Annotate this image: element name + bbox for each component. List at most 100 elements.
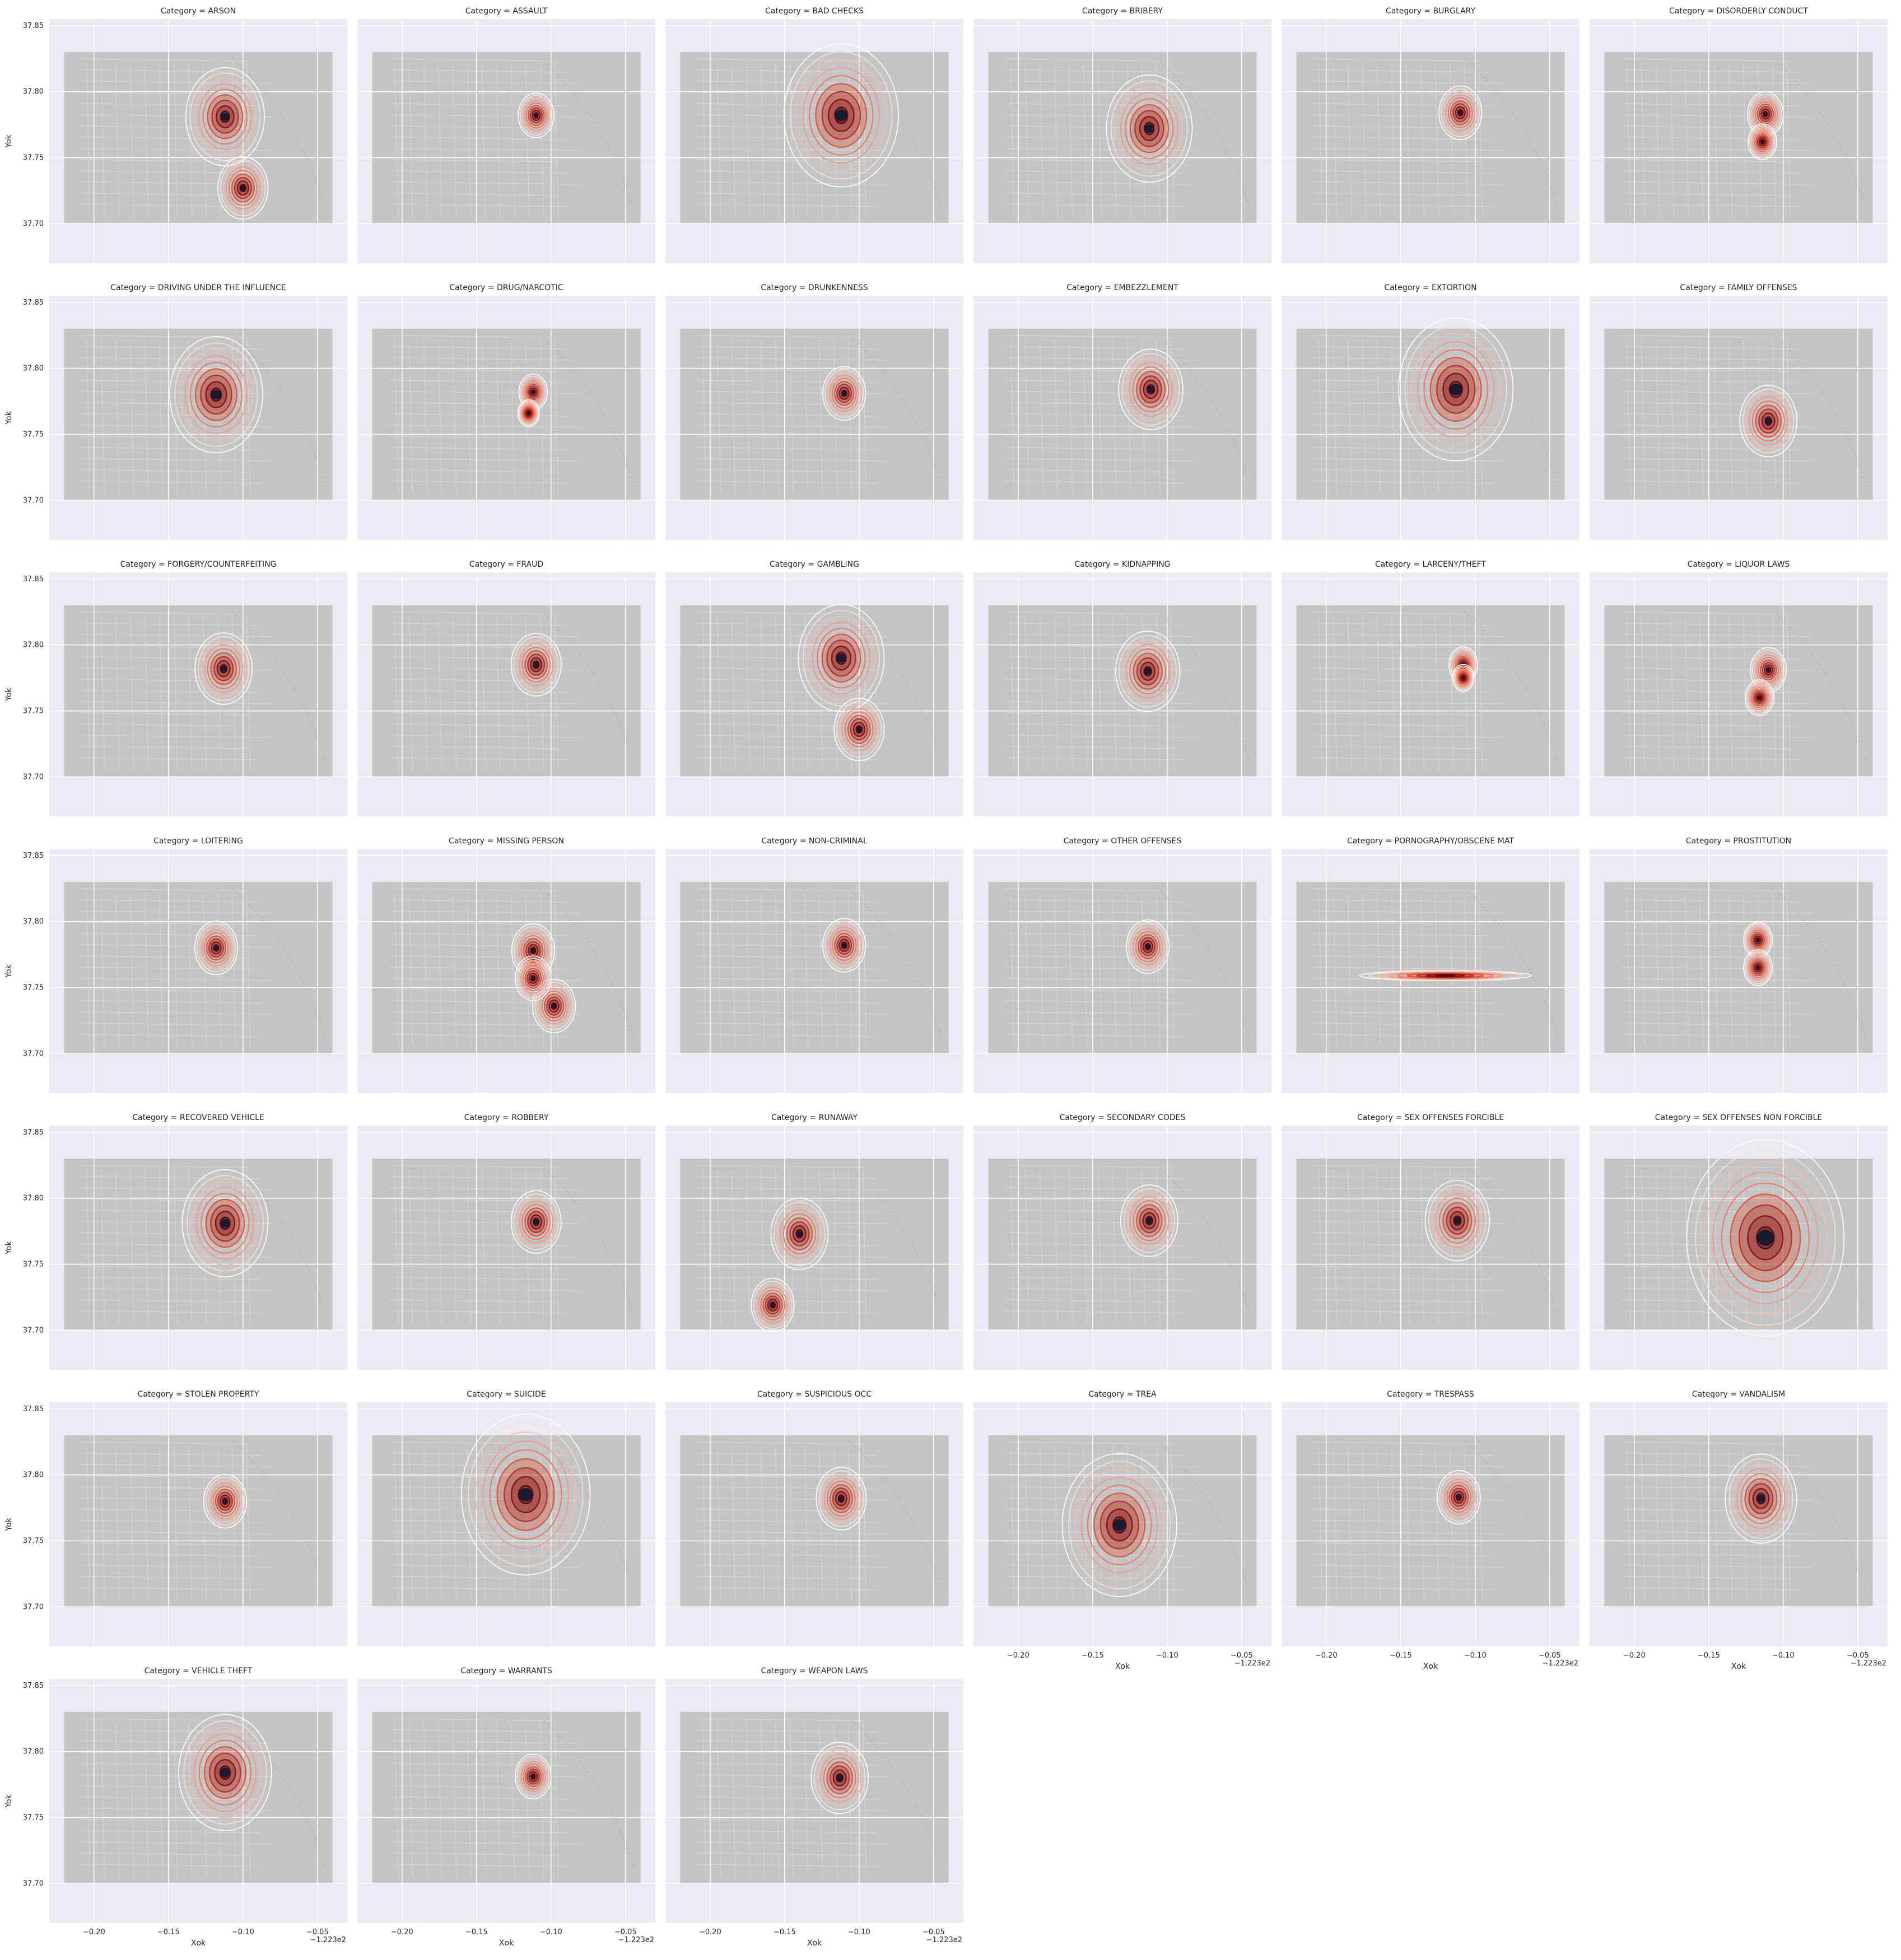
contour-level: [223, 163, 263, 213]
kde-contours: [1106, 74, 1193, 183]
contour-level: [1721, 1182, 1810, 1293]
contour-level: [519, 400, 539, 426]
map-streets: [697, 57, 943, 217]
contour-level: [821, 1473, 861, 1524]
facet-panel: Category = SUSPICIOUS OCC: [665, 1390, 963, 1646]
hotspot-peak: [1146, 1217, 1153, 1224]
contour-level: [776, 1205, 823, 1262]
contour-level: [1129, 648, 1167, 694]
y-axis-label: Yok: [4, 410, 13, 424]
facet-title: Category = WEAPON LAWS: [761, 1667, 868, 1676]
facet-title: Category = GAMBLING: [770, 560, 859, 569]
x-offset-label: −1.223e2: [310, 1936, 346, 1944]
contour-level: [519, 643, 553, 687]
facet-panel: Category = RUNAWAY: [665, 1113, 963, 1370]
contour-level: [836, 701, 882, 758]
contour-level: [829, 927, 859, 964]
contour-level: [521, 97, 551, 133]
contour-level: [513, 1193, 559, 1250]
map-streets: [1313, 334, 1559, 494]
contour-level: [1424, 1180, 1490, 1262]
contour-level: [515, 1753, 552, 1800]
contour-level: [1748, 955, 1768, 981]
contour-level: [1417, 341, 1495, 438]
contour-level: [1404, 325, 1507, 454]
y-tick-label: 37.70: [23, 1326, 44, 1334]
contour-level: [523, 1763, 544, 1790]
hotspot-peak: [836, 654, 846, 663]
contour-level: [1438, 1197, 1476, 1244]
hotspot-peak: [531, 1775, 535, 1779]
hotspot-peak: [838, 1496, 844, 1501]
contour-level: [755, 1284, 790, 1327]
map-streets: [81, 57, 327, 217]
contour-level: [1115, 631, 1181, 712]
contour-level: [1121, 353, 1180, 426]
map-streets: [1313, 1440, 1559, 1600]
map-streets: [81, 1717, 327, 1877]
contour-level: [1751, 687, 1768, 708]
contour-level: [1441, 1476, 1476, 1519]
contour-level: [1132, 366, 1170, 413]
hotspot-peak: [842, 391, 847, 396]
facet-title: Category = SUICIDE: [467, 1390, 546, 1399]
y-tick-label: 37.80: [23, 641, 44, 650]
contour-level: [829, 375, 859, 412]
contour-level: [810, 1742, 869, 1814]
facet-panel: Category = PROSTITUTION: [1590, 837, 1888, 1093]
kde-contours: [1725, 1453, 1797, 1544]
hotspot-peak: [220, 1219, 230, 1228]
map-streets: [1005, 610, 1251, 771]
contour-level: [1750, 127, 1774, 156]
y-tick-label: 37.80: [23, 365, 44, 373]
contour-level: [831, 930, 857, 961]
contour-level: [519, 1758, 548, 1795]
facet-panel: Category = BRIBERY: [973, 7, 1271, 263]
contour-level: [796, 59, 887, 172]
contour-level: [1755, 654, 1781, 685]
x-axis-label: Xok: [191, 1939, 206, 1948]
contour-level: [521, 403, 537, 423]
facet-title: Category = STOLEN PROPERTY: [138, 1390, 259, 1399]
y-tick-label: 37.75: [23, 983, 44, 992]
contour-level: [518, 92, 555, 138]
contour-level: [521, 646, 551, 683]
x-tick-label: −0.20: [391, 1928, 413, 1936]
contour-level: [1743, 949, 1773, 986]
contour-level: [482, 1440, 570, 1549]
y-tick-label: 37.85: [23, 22, 44, 30]
contour-level: [842, 708, 877, 751]
facet-title: Category = ROBBERY: [464, 1113, 549, 1122]
hotspot-peak: [530, 948, 535, 953]
contour-level: [1749, 957, 1767, 978]
contour-level: [807, 615, 875, 701]
contour-level: [790, 51, 893, 180]
kde-contours: [1398, 317, 1514, 461]
facet-panel: Category = TRESPASS −0.20 −0.15 −0.10 −0.05 X…: [1282, 1390, 1579, 1671]
facet-title: Category = MISSING PERSON: [449, 837, 564, 846]
contour-level: [202, 88, 248, 145]
hotspot-peak: [1443, 974, 1447, 977]
contour-level: [1423, 349, 1488, 430]
facet-panel: Category = WEAPON LAWS −0.20 −0.15 −0.10 −0.…: [665, 1667, 963, 1948]
hotspot-peak: [1765, 418, 1772, 424]
contour-level: [1110, 80, 1188, 177]
facet-panel: Category = ROBBERY: [357, 1113, 655, 1370]
contour-level: [760, 1289, 785, 1321]
x-offset-label: −1.223e2: [926, 1936, 962, 1944]
contour-level: [1746, 953, 1770, 982]
contour-level: [521, 1204, 551, 1240]
contour-level: [226, 166, 260, 209]
hotspot-peak: [533, 662, 539, 668]
hotspot-peak: [1450, 383, 1462, 395]
contour-level: [532, 978, 576, 1034]
hotspot-peak: [221, 113, 230, 121]
facet-title: Category = EXTORTION: [1384, 283, 1476, 292]
contour-level: [181, 1169, 269, 1277]
contour-level: [1074, 1468, 1165, 1581]
kde-contours: [518, 92, 555, 138]
facet-panel: Category = GAMBLING: [665, 560, 963, 816]
contour-level: [1736, 1468, 1786, 1529]
y-tick-label: 37.85: [23, 1682, 44, 1690]
x-tick-label: −0.15: [465, 1928, 488, 1936]
